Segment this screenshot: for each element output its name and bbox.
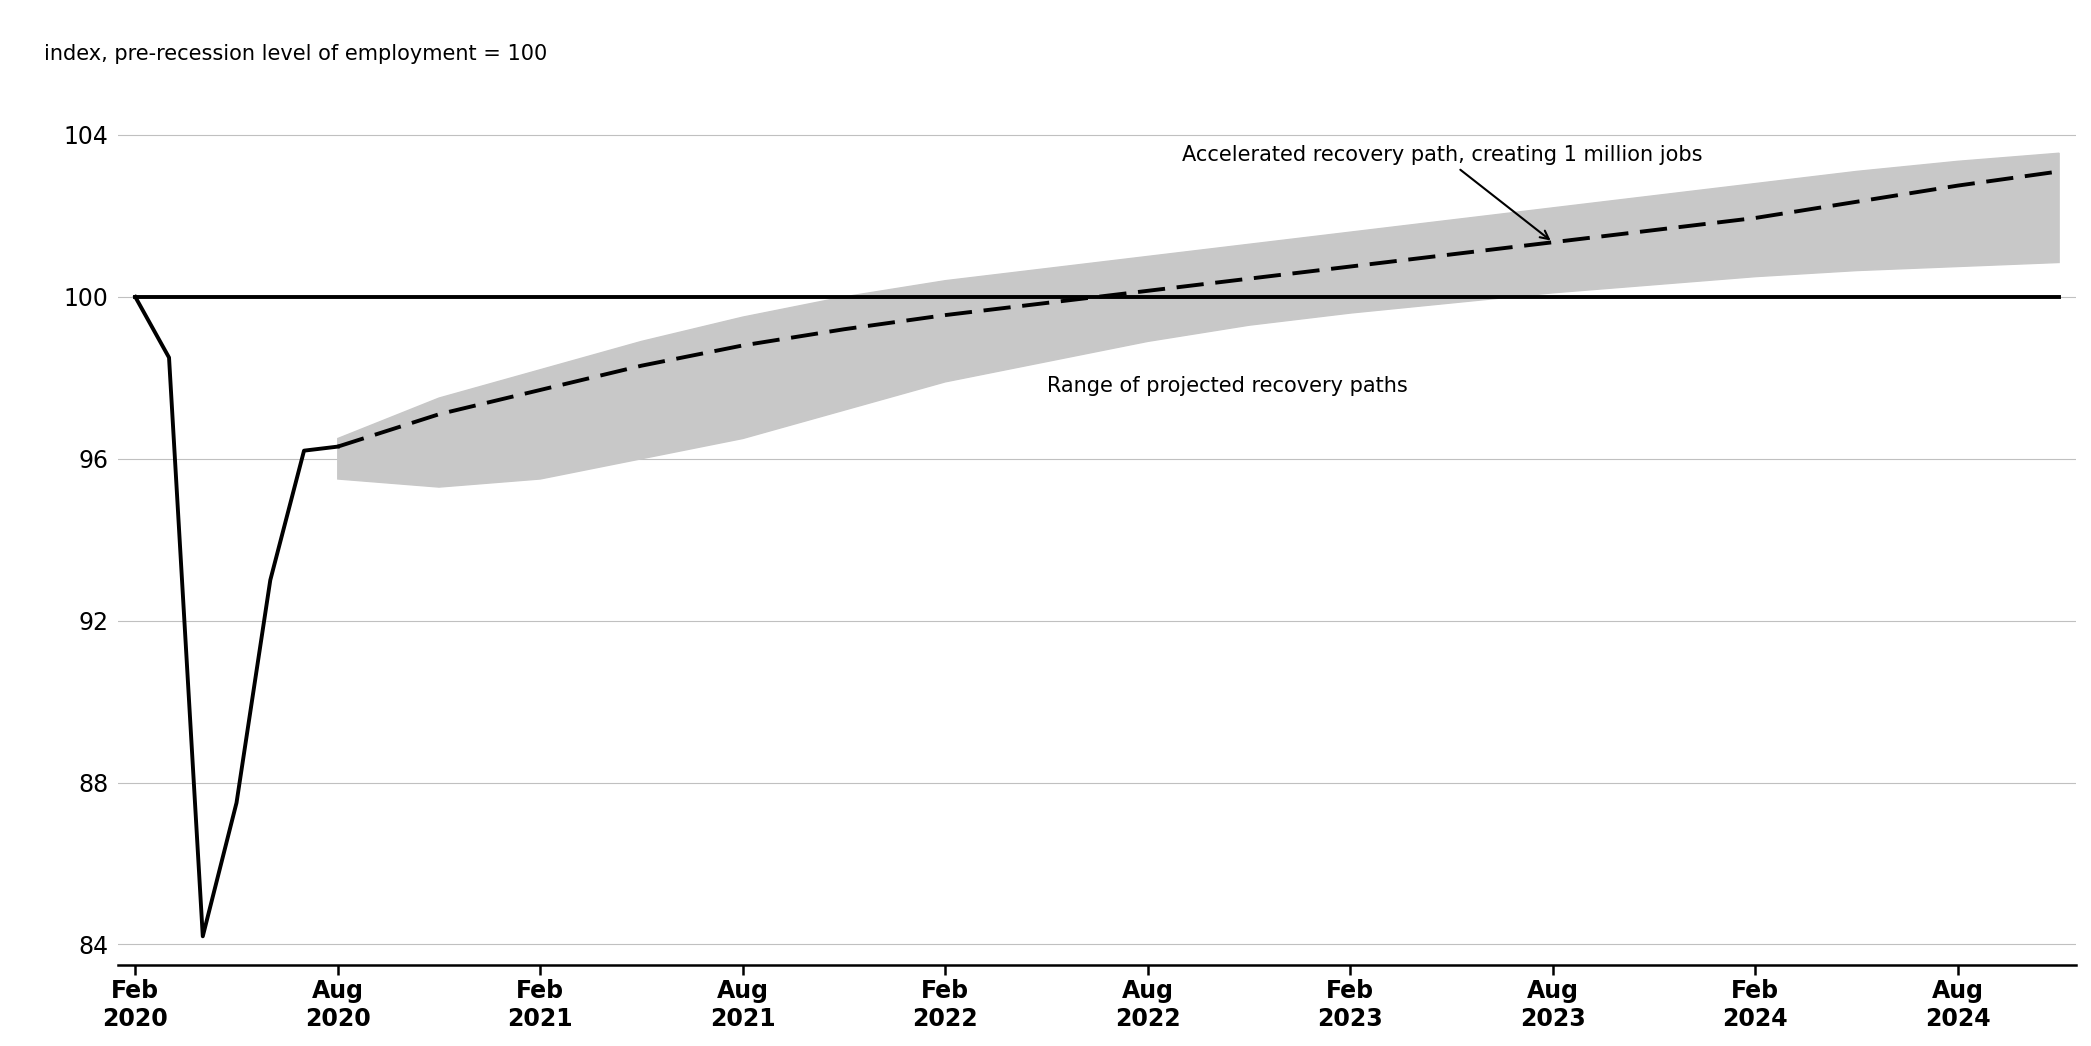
Polygon shape — [339, 153, 2060, 487]
Text: Accelerated recovery path, creating 1 million jobs: Accelerated recovery path, creating 1 mi… — [1181, 145, 1702, 240]
Text: Range of projected recovery paths: Range of projected recovery paths — [1048, 376, 1407, 395]
Text: index, pre-recession level of employment = 100: index, pre-recession level of employment… — [44, 44, 548, 64]
